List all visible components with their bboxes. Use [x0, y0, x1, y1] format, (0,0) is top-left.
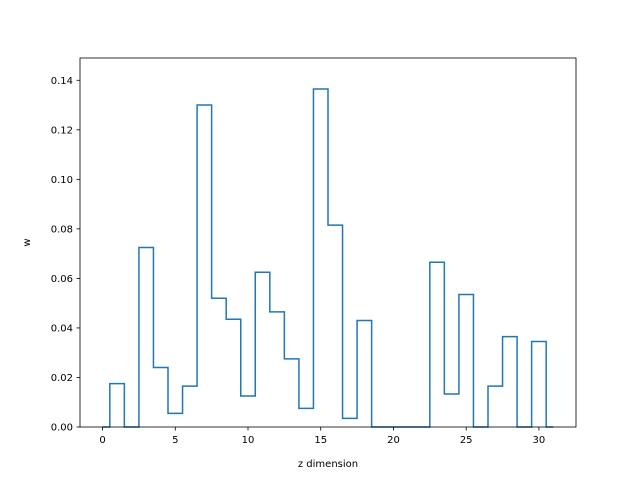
y-tick-label: 0.02 [51, 373, 73, 384]
x-tick-label: 10 [242, 435, 255, 446]
x-tick-label: 25 [460, 435, 473, 446]
axes-frame [79, 57, 577, 428]
axes-layer: 0 5 10 15 20 25 30 0.00 0.02 0.04 0.06 0.08 0.10 0.12… [51, 57, 577, 446]
x-tick-label: 5 [172, 435, 178, 446]
x-tick-label: 20 [387, 435, 400, 446]
y-axis-label: w [22, 238, 33, 246]
x-tick-label: 0 [99, 435, 105, 446]
y-tick-label: 0.12 [51, 125, 73, 136]
y-tick-label: 0.08 [51, 224, 73, 235]
y-tick-label: 0.04 [51, 323, 73, 334]
y-tick-label: 0.10 [51, 175, 73, 186]
x-axis-label: z dimension [298, 459, 358, 470]
x-tick-label: 30 [533, 435, 546, 446]
x-tick-label: 15 [314, 435, 327, 446]
y-tick-label: 0.00 [51, 423, 73, 434]
y-tick-label: 0.14 [51, 76, 73, 87]
y-tick-label: 0.06 [51, 274, 73, 285]
